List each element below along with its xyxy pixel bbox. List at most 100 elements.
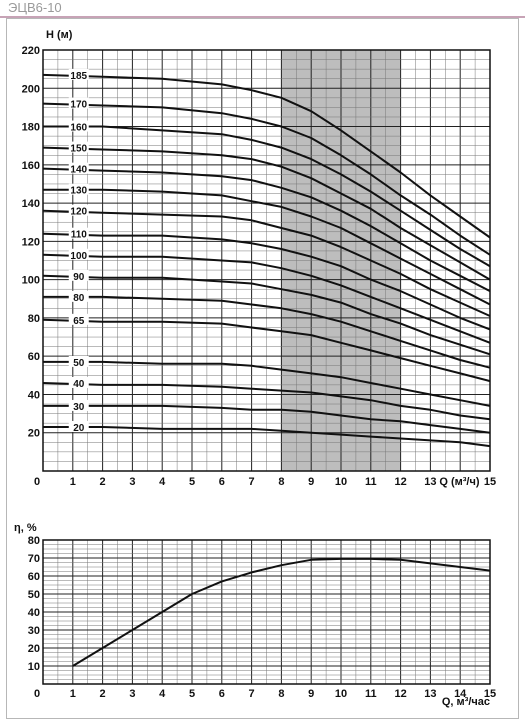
x-tick-label: 9 bbox=[308, 688, 314, 700]
y-tick-label: 70 bbox=[28, 553, 40, 565]
plot-frame bbox=[42, 539, 491, 685]
head-curve-30 bbox=[43, 404, 491, 434]
x-tick-label: 5 bbox=[189, 476, 195, 488]
curve-label-bg bbox=[68, 120, 89, 132]
curve-label-90: 90 bbox=[73, 272, 85, 283]
curve-label-bg bbox=[68, 313, 89, 325]
x-tick-label: 0 bbox=[34, 476, 40, 488]
x-tick-label: 10 bbox=[335, 688, 347, 700]
y-tick-label: 220 bbox=[22, 45, 40, 57]
x-tick-label: 1 bbox=[70, 688, 76, 700]
head-curve-40 bbox=[42, 382, 491, 421]
curve-label-100: 100 bbox=[70, 251, 87, 262]
y-tick-label: 60 bbox=[28, 351, 40, 363]
head-curve-120 bbox=[42, 209, 491, 317]
head-curve-65 bbox=[42, 318, 491, 383]
curve-label-bg bbox=[68, 399, 89, 411]
y-tick-label: 20 bbox=[28, 428, 40, 440]
y-tick-label: 100 bbox=[22, 275, 40, 287]
efficiency-curve bbox=[72, 557, 491, 667]
y-tick-label: 80 bbox=[28, 313, 40, 325]
head-curve-20 bbox=[43, 426, 491, 448]
head-curve-160 bbox=[43, 125, 491, 268]
x-tick-label: 15 bbox=[484, 476, 496, 488]
y-tick-label: 40 bbox=[28, 607, 40, 619]
curve-label-160: 160 bbox=[70, 123, 87, 134]
curve-label-bg bbox=[68, 97, 89, 109]
y-tick-label: 20 bbox=[28, 643, 40, 655]
x-tick-label: 11 bbox=[365, 476, 377, 488]
x-tick-label: 2 bbox=[100, 688, 106, 700]
title-divider bbox=[0, 16, 525, 18]
curve-label-20: 20 bbox=[73, 423, 85, 434]
head-chart: 0 1 2 3 4 5 6 7 8 9 10 11 12 13 1520406080100120140160… bbox=[22, 45, 496, 488]
curve-label-bg bbox=[68, 269, 89, 281]
curve-label-bg bbox=[68, 141, 89, 153]
head-curve-150 bbox=[42, 146, 491, 281]
head-curve-90 bbox=[42, 274, 491, 356]
x-tick-label: 2 bbox=[100, 476, 106, 488]
curve-label-bg bbox=[68, 376, 89, 388]
x-tick-label: 4 bbox=[159, 476, 166, 488]
efficiency-x-axis-label: Q, м³/час bbox=[442, 696, 490, 708]
chart-panel bbox=[6, 18, 519, 719]
y-tick-label: 30 bbox=[28, 625, 40, 637]
head-x-axis-label: Q (м³/ч) bbox=[439, 476, 480, 488]
curve-label-185: 185 bbox=[70, 71, 87, 82]
head-curve-140 bbox=[42, 167, 491, 292]
x-tick-label: 9 bbox=[308, 476, 314, 488]
x-tick-label: 6 bbox=[219, 688, 225, 700]
curve-label-bg bbox=[68, 162, 89, 174]
head-curve-110 bbox=[42, 232, 491, 331]
curve-label-170: 170 bbox=[70, 100, 87, 111]
x-tick-label: 13 bbox=[424, 476, 436, 488]
y-tick-label: 160 bbox=[22, 160, 40, 172]
curve-label-40: 40 bbox=[73, 379, 85, 390]
plot-frame bbox=[42, 49, 491, 472]
x-tick-label: 8 bbox=[278, 688, 284, 700]
curve-label-bg bbox=[68, 68, 89, 80]
y-tick-label: 60 bbox=[28, 571, 40, 583]
curve-label-bg bbox=[68, 420, 89, 432]
curve-label-30: 30 bbox=[73, 402, 85, 413]
x-tick-label: 7 bbox=[249, 688, 255, 700]
x-tick-label: 15 bbox=[484, 688, 496, 700]
head-curve-130 bbox=[43, 188, 491, 306]
curve-label-bg bbox=[68, 290, 89, 302]
y-tick-label: 140 bbox=[22, 198, 40, 210]
head-y-axis-label: H (м) bbox=[46, 29, 73, 41]
head-curve-80 bbox=[43, 295, 491, 369]
curve-label-bg bbox=[68, 248, 89, 260]
curve-label-bg bbox=[68, 204, 89, 216]
x-tick-label: 10 bbox=[335, 476, 347, 488]
x-tick-label: 6 bbox=[219, 476, 225, 488]
curve-label-150: 150 bbox=[70, 144, 87, 155]
y-tick-label: 50 bbox=[28, 589, 40, 601]
curve-label-80: 80 bbox=[73, 293, 85, 304]
curve-label-bg bbox=[68, 355, 89, 367]
curve-label-bg bbox=[68, 183, 89, 195]
curve-label-bg bbox=[68, 227, 89, 239]
head-curve-50 bbox=[43, 360, 491, 407]
x-tick-label: 3 bbox=[129, 476, 135, 488]
y-tick-label: 80 bbox=[28, 535, 40, 547]
y-tick-label: 40 bbox=[28, 389, 40, 401]
head-curve-185 bbox=[42, 73, 491, 239]
x-tick-label: 14 bbox=[454, 688, 467, 700]
y-tick-label: 180 bbox=[22, 122, 40, 134]
curve-label-50: 50 bbox=[73, 358, 85, 369]
x-tick-label: 8 bbox=[278, 476, 284, 488]
x-tick-label: 12 bbox=[394, 688, 406, 700]
x-tick-label: 12 bbox=[394, 476, 406, 488]
y-tick-label: 200 bbox=[22, 83, 40, 95]
curve-label-140: 140 bbox=[70, 165, 87, 176]
head-curve-100 bbox=[42, 253, 491, 344]
x-tick-label: 7 bbox=[249, 476, 255, 488]
x-tick-label: 3 bbox=[129, 688, 135, 700]
y-tick-label: 120 bbox=[22, 236, 40, 248]
efficiency-y-axis-label: η, % bbox=[14, 522, 37, 534]
x-tick-label: 5 bbox=[189, 688, 195, 700]
x-tick-label: 4 bbox=[159, 688, 166, 700]
